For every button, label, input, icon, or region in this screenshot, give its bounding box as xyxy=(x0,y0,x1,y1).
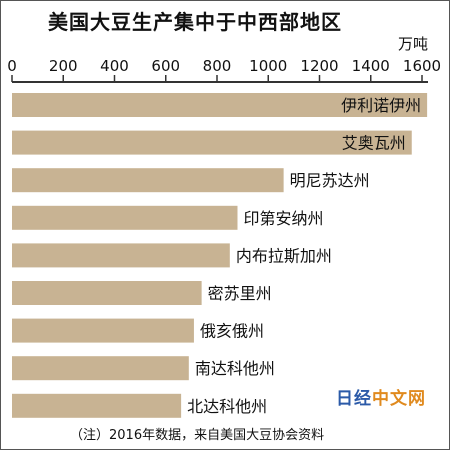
x-tick-label: 1400 xyxy=(352,57,390,75)
watermark-part1: 日经 xyxy=(336,389,372,409)
bar-category-label: 俄亥俄州 xyxy=(200,322,264,341)
bar xyxy=(12,205,238,230)
bar-category-label: 南达科他州 xyxy=(195,359,275,378)
x-tick-label: 1000 xyxy=(249,57,287,75)
bar xyxy=(12,393,182,418)
watermark-part2: 中文网 xyxy=(372,389,426,409)
source-note: （注）2016年数据，来自美国大豆协会资料 xyxy=(70,428,325,443)
bar-category-label: 北达科他州 xyxy=(187,397,267,416)
x-tick-label: 200 xyxy=(49,57,78,75)
bar xyxy=(12,318,194,343)
bar-category-label: 明尼苏达州 xyxy=(290,171,370,190)
bar-category-label: 伊利诺伊州 xyxy=(341,96,421,115)
x-tick-label: 1600 xyxy=(403,57,441,75)
x-tick-label: 1200 xyxy=(300,57,338,75)
chart-title: 美国大豆生产集中于中西部地区 xyxy=(48,10,342,34)
bar xyxy=(12,356,189,381)
unit-label: 万吨 xyxy=(398,35,429,53)
bar xyxy=(12,281,202,305)
bar xyxy=(12,243,230,268)
bar xyxy=(12,93,428,117)
bar-category-label: 艾奥瓦州 xyxy=(342,134,406,153)
nikkei-watermark-logo: 日经中文网 xyxy=(336,384,426,409)
bar-category-label: 内布拉斯加州 xyxy=(236,246,332,265)
bar xyxy=(12,168,284,193)
bar-category-label: 印第安纳州 xyxy=(244,209,324,228)
x-tick-label: 0 xyxy=(7,57,17,75)
x-tick-label: 800 xyxy=(203,57,232,75)
x-tick-label: 400 xyxy=(100,57,129,75)
bar xyxy=(12,130,412,155)
bar-category-label: 密苏里州 xyxy=(208,284,272,303)
x-tick-label: 600 xyxy=(151,57,180,75)
